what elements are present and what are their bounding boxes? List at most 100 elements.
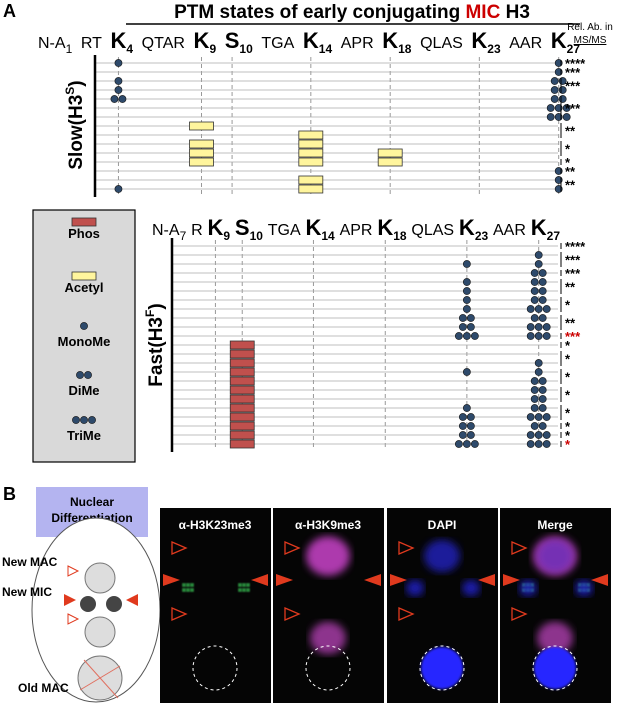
- side-label-part: ): [66, 80, 87, 86]
- sequence-text: QTAR: [142, 35, 185, 52]
- significance: **: [565, 316, 576, 331]
- ptm-methyl: [458, 431, 467, 439]
- significance: *: [565, 370, 571, 385]
- ptm-methyl: [530, 395, 539, 403]
- sequence-sub: 7: [180, 229, 187, 243]
- significance: *: [565, 155, 571, 170]
- ptm-methyl: [530, 296, 539, 304]
- signal: [462, 579, 480, 597]
- old-mac-outline: [419, 645, 465, 691]
- ptm-phos: [229, 340, 255, 350]
- sequence-sub: 23: [487, 42, 501, 56]
- new-mac: [84, 562, 116, 594]
- significance: ***: [565, 266, 581, 281]
- signal: [306, 536, 350, 576]
- ptm-methyl: [80, 416, 88, 424]
- ptm-methyl: [72, 416, 80, 424]
- ptm-acetyl: [189, 139, 214, 149]
- ptm-methyl: [534, 332, 543, 340]
- ptm-acetyl: [189, 157, 214, 167]
- significance: *: [565, 419, 571, 434]
- ptm-methyl: [538, 314, 547, 322]
- ptm-methyl: [462, 305, 471, 313]
- legend-label: Phos: [68, 226, 100, 241]
- arrow: [478, 574, 495, 586]
- ptm-methyl: [454, 440, 463, 448]
- ptm-methyl: [538, 422, 547, 430]
- ptm-methyl: [542, 431, 551, 439]
- ptm-methyl: [542, 323, 551, 331]
- ptm-methyl: [526, 440, 535, 448]
- ptm-methyl: [114, 77, 123, 85]
- arrow: [511, 607, 528, 621]
- ptm-acetyl: [298, 157, 324, 167]
- ptm-methyl: [530, 269, 539, 277]
- significance: *: [565, 298, 571, 313]
- ptm-acetyl: [298, 148, 324, 158]
- signal: [537, 621, 573, 655]
- channel-label: DAPI: [428, 518, 457, 532]
- ptm-methyl: [538, 404, 547, 412]
- ptm-methyl: [458, 422, 467, 430]
- arrow: [67, 565, 80, 577]
- sequence-sub: 14: [321, 229, 335, 243]
- ptm-acetyl: [377, 148, 403, 158]
- ptm-acetyl: [298, 130, 324, 140]
- ptm-methyl: [538, 395, 547, 403]
- new-mac: [84, 616, 116, 648]
- significance: *: [565, 437, 571, 452]
- cell-label: Old MAC: [18, 681, 69, 695]
- sequence-sub: 18: [398, 42, 412, 56]
- side-label-part: Slow(H3: [66, 95, 87, 170]
- ptm-methyl: [118, 95, 127, 103]
- arrow: [591, 574, 608, 586]
- ptm-methyl: [526, 431, 535, 439]
- ptm-methyl: [546, 113, 555, 121]
- ptm-methyl: [538, 386, 547, 394]
- arrow: [398, 607, 415, 621]
- sequence-sub: 1: [66, 42, 73, 56]
- title-part: H3: [500, 2, 530, 23]
- ptm-methyl: [538, 278, 547, 286]
- micrograph: [160, 508, 271, 703]
- site-residue: K: [531, 215, 547, 240]
- ptm-phos: [229, 385, 255, 395]
- site-residue: K: [207, 215, 223, 240]
- site-residue: K: [459, 215, 475, 240]
- ptm-methyl: [530, 404, 539, 412]
- cell-label: New MAC: [2, 555, 58, 569]
- channel-label: α-H3K9me3: [295, 518, 361, 532]
- ptm-acetyl: [298, 184, 324, 194]
- significance: ***: [565, 65, 581, 80]
- site-residue: K: [303, 28, 319, 53]
- signal: [238, 583, 242, 587]
- sequence-sub: 4: [126, 42, 133, 56]
- ptm-methyl: [534, 251, 543, 259]
- ptm-methyl: [526, 413, 535, 421]
- arrow: [511, 541, 528, 555]
- ptm-methyl: [538, 296, 547, 304]
- ptm-methyl: [542, 440, 551, 448]
- ptm-methyl: [538, 287, 547, 295]
- panel-letter: A: [3, 1, 16, 21]
- significance: *: [565, 428, 571, 443]
- ptm-methyl: [530, 422, 539, 430]
- significance: **: [565, 280, 576, 295]
- signal: [246, 583, 250, 587]
- ptm-methyl: [466, 314, 475, 322]
- arrow: [284, 607, 301, 621]
- side-label-part: F: [143, 310, 157, 317]
- signal: [242, 588, 246, 592]
- ptm-acetyl: [71, 271, 97, 281]
- ptm-methyl: [530, 386, 539, 394]
- ptm-methyl: [466, 431, 475, 439]
- sequence-text: RT: [81, 35, 102, 52]
- sequence-text: TGA: [261, 35, 294, 52]
- ptm-phos: [229, 430, 255, 440]
- site-residue: K: [377, 215, 393, 240]
- arrow: [503, 574, 520, 586]
- ptm-methyl: [554, 185, 563, 193]
- ptm-methyl: [530, 287, 539, 295]
- ptm-methyl: [550, 77, 559, 85]
- side-label-part: ): [146, 303, 167, 309]
